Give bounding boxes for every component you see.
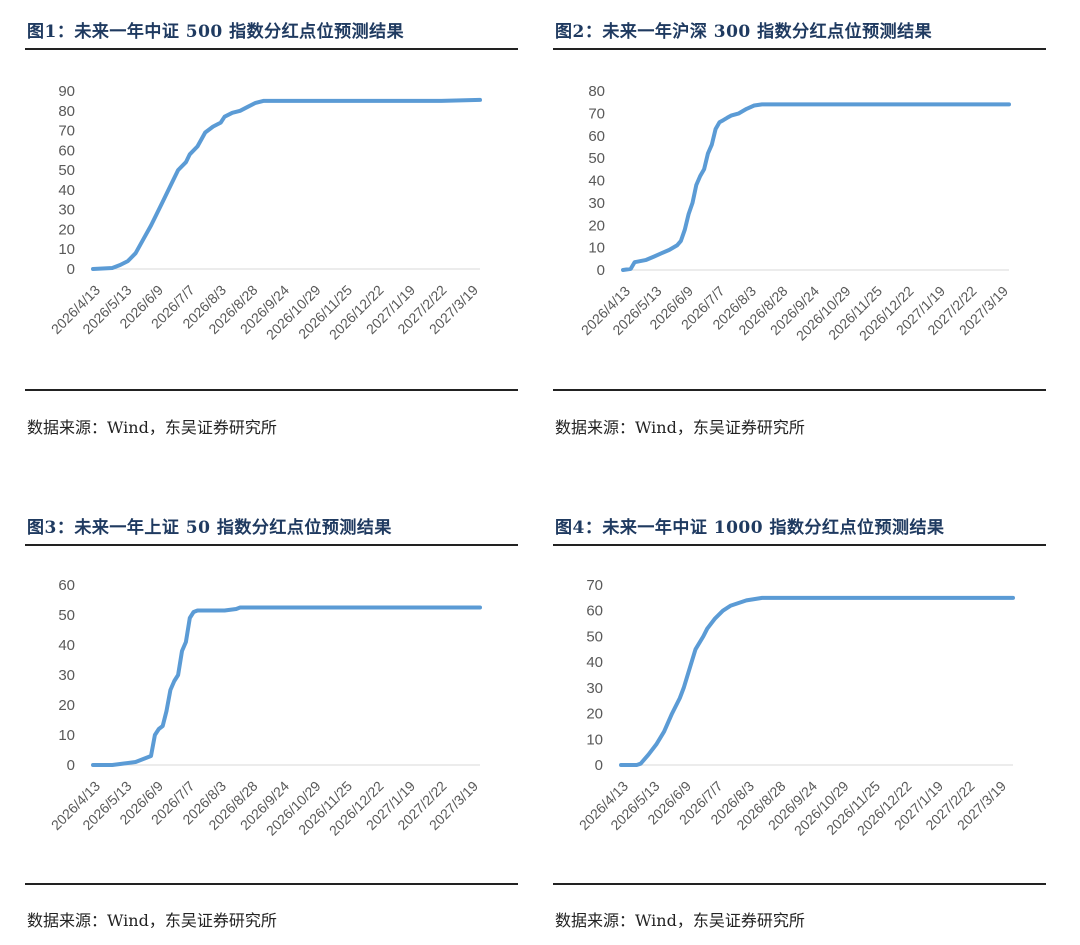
y-tick-label: 50 [586, 628, 603, 645]
chart-title: 图2：未来一年沪深 300 指数分红点位预测结果 [555, 22, 933, 42]
y-tick-label: 50 [58, 162, 75, 179]
title-rule [25, 48, 518, 50]
y-tick-label: 60 [588, 128, 605, 145]
title-rule [553, 48, 1046, 50]
chart-title: 图4：未来一年中证 1000 指数分红点位预测结果 [555, 518, 945, 538]
y-tick-label: 70 [58, 123, 75, 140]
y-tick-label: 20 [58, 697, 75, 714]
y-tick-label: 60 [586, 603, 603, 620]
y-tick-label: 10 [586, 731, 603, 748]
y-tick-label: 50 [588, 150, 605, 167]
chart-svg: 01020304050607080902026/4/132026/5/13202… [48, 83, 482, 343]
y-tick-label: 0 [67, 757, 75, 774]
y-tick-label: 40 [586, 654, 603, 671]
y-tick-label: 30 [586, 680, 603, 697]
series-line [91, 605, 482, 767]
y-tick-label: 60 [58, 142, 75, 159]
chart-svg: 010203040506070802026/4/132026/5/132026/… [578, 83, 1012, 344]
y-tick-label: 90 [58, 83, 75, 100]
y-tick-label: 20 [58, 221, 75, 238]
series-line [619, 595, 1015, 767]
title-rule [553, 544, 1046, 546]
chart-svg: 01020304050602026/4/132026/5/132026/6/92… [48, 577, 482, 839]
chart-panel-1: 图1：未来一年中证 500 指数分红点位预测结果 0 10 20 30 40 50 60 70… [25, 18, 518, 438]
chart-panel-3: 图3：未来一年上证 50 指数分红点位预测结果 0 10 20 30 40 50 60 202… [25, 514, 518, 934]
source-note: 数据来源：Wind，东吴证券研究所 [27, 911, 277, 930]
y-tick-label: 70 [586, 577, 603, 594]
y-tick-label: 20 [586, 706, 603, 723]
y-tick-label: 40 [588, 173, 605, 190]
y-tick-label: 40 [58, 637, 75, 654]
source-note: 数据来源：Wind，东吴证券研究所 [555, 418, 805, 437]
y-tick-label: 50 [58, 607, 75, 624]
series-line [91, 97, 482, 271]
chart-title: 图1：未来一年中证 500 指数分红点位预测结果 [27, 22, 405, 42]
y-tick-label: 10 [58, 727, 75, 744]
y-tick-label: 60 [58, 577, 75, 594]
title-rule [25, 544, 518, 546]
y-tick-label: 40 [58, 182, 75, 199]
series-line [621, 102, 1011, 272]
chart-panel-4: 图4：未来一年中证 1000 指数分红点位预测结果 0 10 20 30 40 50 60 7… [553, 514, 1046, 934]
y-tick-label: 10 [588, 240, 605, 257]
source-note: 数据来源：Wind，东吴证券研究所 [555, 911, 805, 930]
source-note: 数据来源：Wind，东吴证券研究所 [27, 418, 277, 437]
y-tick-label: 20 [588, 217, 605, 234]
chart-title: 图3：未来一年上证 50 指数分红点位预测结果 [27, 518, 392, 538]
y-tick-label: 80 [58, 103, 75, 120]
bottom-rule [553, 389, 1046, 391]
y-tick-label: 70 [588, 105, 605, 122]
bottom-rule [553, 883, 1046, 885]
chart-panel-2: 图2：未来一年沪深 300 指数分红点位预测结果 0 10 20 30 40 50 60 70… [553, 18, 1046, 438]
chart-svg: 0102030405060702026/4/132026/5/132026/6/… [576, 577, 1015, 839]
bottom-rule [25, 389, 518, 391]
y-tick-label: 0 [67, 261, 75, 278]
y-tick-label: 30 [588, 195, 605, 212]
bottom-rule [25, 883, 518, 885]
y-tick-label: 30 [58, 667, 75, 684]
y-tick-label: 30 [58, 202, 75, 219]
y-tick-label: 10 [58, 241, 75, 258]
y-tick-label: 0 [597, 262, 605, 279]
y-tick-label: 80 [588, 83, 605, 100]
y-tick-label: 0 [595, 757, 603, 774]
